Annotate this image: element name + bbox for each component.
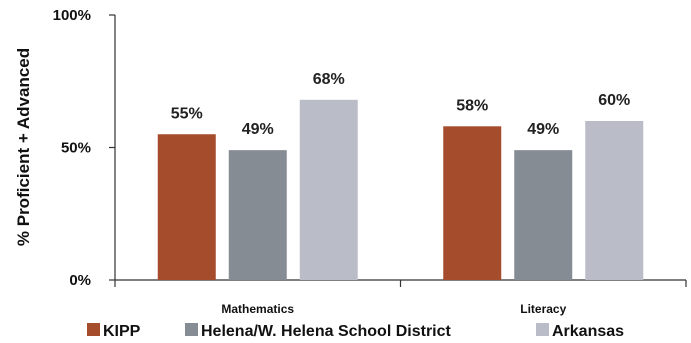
y-tick-label: 50% — [61, 140, 91, 157]
x-tick-label: Literacy — [520, 302, 566, 316]
data-label: 55% — [171, 105, 203, 122]
bar — [585, 121, 644, 280]
legend-swatch — [536, 323, 549, 336]
data-label: 58% — [456, 97, 488, 114]
data-label: 49% — [527, 121, 559, 138]
bar — [228, 150, 287, 280]
bar — [514, 150, 573, 280]
data-label: 60% — [598, 92, 630, 109]
x-tick-label: Mathematics — [221, 302, 294, 316]
bar — [299, 99, 358, 280]
legend-swatch — [185, 323, 198, 336]
data-label: 49% — [242, 121, 274, 138]
bar — [157, 134, 216, 280]
bar — [443, 126, 502, 280]
y-axis-title: % Proficient + Advanced — [14, 48, 33, 246]
legend-label: Helena/W. Helena School District — [201, 323, 452, 340]
data-label: 68% — [313, 71, 345, 88]
y-tick-label: 0% — [69, 272, 91, 289]
legend-swatch — [87, 323, 100, 336]
data-labels: 55% 49% 68% 58% 49% 60% — [171, 71, 631, 138]
legend: KIPP Helena/W. Helena School District Arka… — [87, 323, 624, 340]
y-tick-label: 100% — [53, 7, 91, 24]
legend-label: KIPP — [103, 323, 141, 340]
legend-label: Arkansas — [552, 323, 624, 340]
bars — [157, 99, 644, 280]
